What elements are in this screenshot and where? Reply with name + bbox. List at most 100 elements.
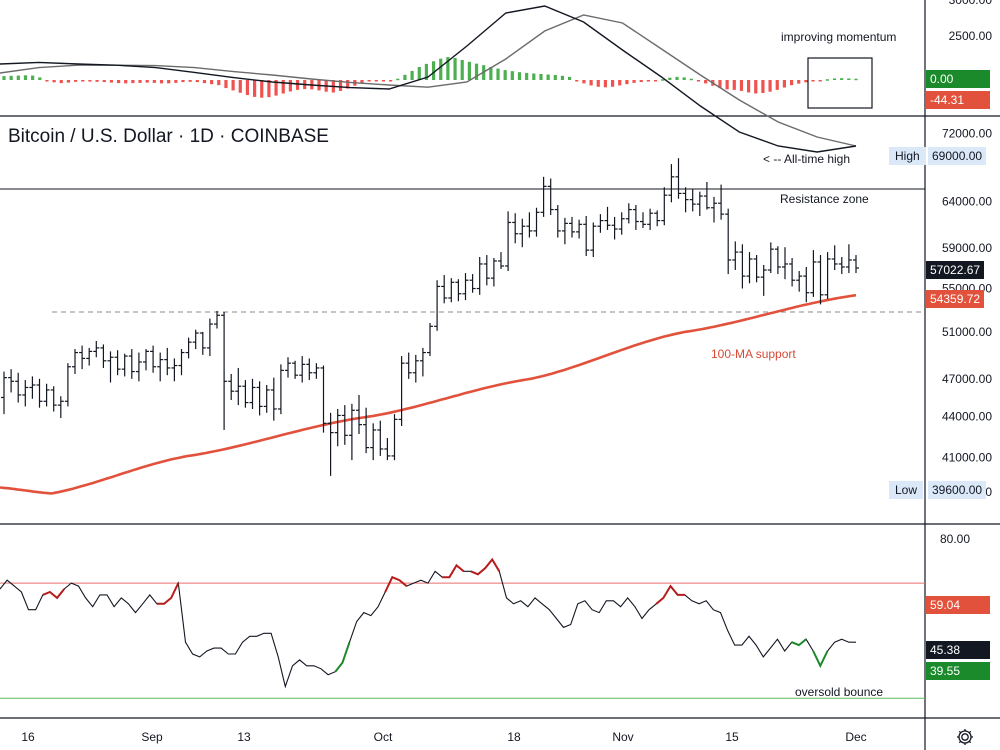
macd-histogram-bar [682, 77, 686, 80]
rsi-oversold-tag: 39.55 [926, 662, 990, 680]
macd-line [0, 5, 857, 153]
price-bar [441, 275, 448, 304]
macd-histogram-bar [496, 68, 500, 80]
macd-histogram-bar [782, 80, 787, 88]
macd-histogram-bar [417, 67, 421, 80]
macd-histogram-bar [818, 80, 822, 82]
price-bar [320, 365, 327, 433]
macd-histogram-bar [596, 80, 600, 87]
price-bar [377, 420, 384, 456]
price-bar [689, 188, 696, 212]
macd-histogram-bar [618, 80, 622, 86]
macd-histogram-bar [503, 70, 507, 80]
macd-histogram-bar [517, 72, 522, 80]
macd-histogram-bar [116, 80, 121, 84]
macd-histogram-bar [739, 80, 744, 91]
rsi-last-tag: 45.38 [926, 641, 990, 659]
macd-histogram-bar [761, 80, 765, 93]
macd-histogram-bar [138, 80, 142, 83]
macd-histogram-bar [424, 63, 429, 80]
macd-histogram-bar [575, 80, 579, 82]
price-bar [242, 380, 249, 408]
price-bar [93, 340, 100, 358]
ma-value-tag: 54359.72 [926, 290, 985, 308]
low-value-tag: 39600.00 [928, 481, 987, 499]
price-bar [696, 191, 703, 216]
price-bar [114, 350, 121, 376]
price-bar [1, 371, 7, 415]
price-bar [831, 245, 838, 271]
macd-histogram-bar [124, 80, 128, 84]
price-bar [632, 205, 639, 230]
price-bar [838, 257, 845, 275]
price-bar [547, 178, 554, 216]
macd-histogram-bar [102, 80, 106, 83]
price-tick-label: 59000.00 [942, 241, 992, 255]
price-bar [824, 252, 831, 300]
macd-histogram-bar [532, 73, 536, 80]
macd-histogram-bar [704, 80, 708, 84]
macd-histogram-bar [252, 80, 257, 97]
macd-histogram-bar [9, 75, 13, 80]
macd-histogram-bar [675, 76, 679, 80]
price-bar [519, 218, 526, 248]
price-bar [796, 271, 803, 292]
price-bar [285, 357, 291, 378]
price-bar [810, 250, 817, 297]
price-bar [739, 244, 746, 289]
price-bar [789, 257, 796, 287]
macd-histogram-bar [23, 75, 28, 80]
macd-tick-label: 2500.00 [949, 29, 993, 43]
gear-icon[interactable] [955, 727, 975, 747]
macd-histogram-bar [632, 80, 636, 83]
price-bar [235, 367, 242, 406]
macd-histogram-bar [52, 80, 56, 83]
macd-histogram-bar [546, 74, 550, 80]
rsi-signal-segment [42, 588, 65, 600]
macd-histogram-bar [210, 80, 214, 85]
macd-histogram-bar [38, 77, 42, 80]
price-bar [654, 210, 661, 227]
macd-histogram-bar [467, 61, 471, 80]
momentum-highlight-box [807, 57, 873, 109]
price-bar [36, 378, 43, 408]
price-bar [228, 373, 235, 401]
price-tick-label: 51000.00 [942, 325, 992, 339]
ma-support-annotation: 100-MA support [711, 347, 796, 361]
time-tick-label: 18 [507, 730, 521, 744]
price-bar [540, 176, 547, 217]
macd-histogram-bar [16, 75, 20, 80]
price-bar [100, 344, 107, 368]
price-bar [419, 347, 426, 377]
macd-histogram-bar [260, 80, 264, 98]
price-bar [370, 423, 377, 461]
price-bar [22, 380, 29, 407]
macd-histogram-bar [73, 80, 78, 82]
price-bar [526, 212, 533, 238]
macd-histogram-bar [646, 80, 650, 82]
time-tick-label: Dec [845, 730, 866, 744]
price-bar [554, 205, 561, 238]
macd-histogram-bar [696, 80, 701, 82]
macd-histogram-bar [231, 80, 235, 91]
price-bar [618, 212, 625, 235]
price-bar [760, 264, 767, 296]
price-bar [427, 322, 433, 357]
macd-histogram-bar [653, 80, 658, 82]
price-bar [143, 349, 149, 371]
price-bar [640, 212, 646, 229]
macd-histogram-bar [31, 75, 35, 80]
price-bar [845, 244, 852, 274]
price-bar [86, 347, 93, 366]
price-bar [8, 369, 15, 393]
price-bar [185, 337, 192, 359]
macd-annotation: improving momentum [781, 30, 897, 44]
macd-value-tag: -44.31 [926, 91, 990, 109]
macd-histogram-bar [217, 80, 221, 86]
last-price-tag: 57022.67 [926, 261, 985, 279]
price-bar [625, 203, 632, 224]
macd-histogram-bar [453, 57, 457, 80]
price-bar [292, 360, 299, 379]
macd-histogram-bar [568, 76, 572, 80]
